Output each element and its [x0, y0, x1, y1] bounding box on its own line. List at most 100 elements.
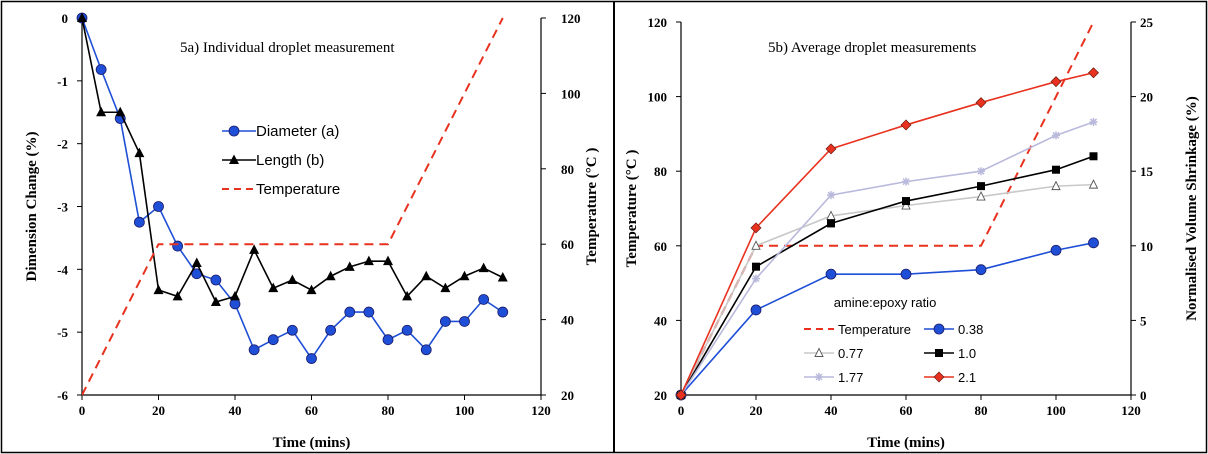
chart-a-data-point — [325, 270, 336, 281]
chart-b-y-axis-title: Temperature (°C ) — [624, 150, 640, 268]
chart-b-data-point — [1050, 76, 1062, 88]
chart-b-data-point — [825, 268, 837, 280]
chart-b-data-point — [977, 167, 985, 176]
chart-b-y2-tick-label: 0 — [1140, 388, 1147, 403]
chart-b-x-tick-label: 120 — [1121, 403, 1141, 418]
chart-b-x-tick-label: 100 — [1046, 403, 1066, 418]
chart-a-x-axis-title: Time (mins) — [273, 435, 351, 451]
chart-b-series-line — [681, 242, 1094, 396]
chart-b-legend-label: 2.1 — [958, 370, 976, 385]
chart-a-data-point — [344, 306, 356, 318]
chart-a-data-point — [115, 106, 126, 117]
chart-b-x-axis-title: Time (mins) — [867, 435, 945, 451]
chart-a-series-length-b- — [77, 12, 508, 307]
chart-a-data-point — [210, 296, 221, 307]
chart-a-data-point — [287, 274, 298, 285]
chart-a-data-point — [497, 272, 508, 282]
chart-a-data-point — [439, 316, 451, 327]
chart-a-y-tick-label: -4 — [57, 262, 68, 277]
chart-b-y2-tick-label: 10 — [1140, 239, 1153, 254]
chart-a-x-tick-label: 20 — [152, 403, 165, 418]
chart-a-legend-label: Diameter (a) — [256, 123, 339, 140]
chart-a-data-point — [306, 284, 317, 295]
chart-a-y-axis-title: Dimension Change (%) — [24, 131, 40, 281]
chart-b-data-point — [827, 191, 835, 200]
chart-a-data-point — [210, 274, 222, 286]
chart-a-data-point — [325, 324, 337, 336]
chart-a-data-point — [286, 324, 298, 336]
chart-a-x-tick-label: 80 — [382, 403, 395, 418]
chart-a-data-point — [230, 290, 240, 301]
chart-b-data-point — [750, 222, 762, 234]
chart-a-data-point — [133, 216, 145, 228]
chart-b-legend-label: 1.77 — [838, 370, 863, 385]
chart-b-data-point — [902, 197, 910, 206]
chart-b-data-point — [975, 264, 987, 276]
chart-b-legend-label: 0.77 — [838, 346, 863, 361]
chart-a-title: 5a) Individual droplet measurement — [180, 40, 395, 56]
chart-a-y2-tick-label: 60 — [561, 237, 574, 252]
chart-a-data-point — [134, 147, 145, 158]
chart-b-data-point — [1088, 237, 1099, 249]
chart-b-y2-tick-label: 25 — [1140, 15, 1154, 30]
chart-b-legend-marker — [933, 323, 945, 335]
chart-b-data-point — [900, 119, 912, 131]
chart-a-x-tick-label: 60 — [305, 403, 318, 418]
chart-a-y2-tick-label: 20 — [561, 388, 574, 403]
chart-a-data-point — [77, 12, 87, 22]
chart-a-data-point — [306, 353, 317, 364]
chart-b-y2-tick-label: 15 — [1140, 164, 1154, 179]
chart-b-data-point — [752, 262, 760, 271]
chart-b-x-tick-label: 20 — [750, 403, 763, 418]
chart-a-y2-tick-label: 100 — [561, 86, 581, 101]
chart-a-x-tick-label: 40 — [229, 403, 242, 418]
chart-b-series-line — [681, 71, 1094, 396]
chart-b-series-2-1 — [675, 67, 1099, 401]
chart-b-data-point — [977, 182, 985, 191]
chart-b-data-point — [902, 177, 910, 186]
chart-b-x-tick-label: 60 — [900, 403, 913, 418]
chart-a-x-tick-label: 120 — [531, 403, 551, 418]
chart-a-data-point — [268, 282, 279, 293]
chart-a-data-point — [96, 106, 107, 117]
chart-a-series-temperature — [82, 17, 504, 396]
chart-a-data-point — [420, 344, 432, 356]
chart-a-data-point — [249, 244, 260, 254]
chart-a-data-point — [382, 334, 394, 346]
chart-a-y-tick-label: -6 — [57, 388, 68, 403]
chart-a-x-tick-label: 0 — [79, 403, 86, 418]
chart-a-data-point — [478, 294, 490, 305]
chart-a-data-point — [459, 316, 470, 327]
chart-b-data-point — [975, 97, 987, 109]
chart-b-data-point — [752, 274, 760, 283]
chart-a-data-point — [383, 255, 393, 266]
chart-b-y2-axis-title: Normalised Volume Shrinkage (%) — [1184, 96, 1200, 321]
chart-a-data-point — [421, 270, 432, 281]
chart-a-data-point — [459, 270, 470, 281]
chart-a-data-point — [95, 64, 107, 75]
chart-a-data-point — [401, 324, 413, 336]
chart-b-data-point — [1089, 117, 1098, 126]
chart-b-series-line — [681, 155, 1094, 396]
chart-a-data-point — [191, 257, 202, 268]
chart-a-x-tick-label: 100 — [455, 403, 475, 418]
chart-a-series-line — [82, 17, 504, 396]
chart-b-y-tick-label: 120 — [648, 15, 668, 30]
chart-a-data-point — [172, 240, 184, 252]
chart-a-series-diameter-a- — [76, 12, 509, 364]
chart-b-series-1-77 — [677, 117, 1098, 399]
chart-b-y2-tick-label: 5 — [1140, 313, 1147, 328]
chart-b-x-tick-label: 40 — [825, 403, 838, 418]
chart-b-y2-tick-label: 20 — [1140, 90, 1153, 105]
chart-a-data-point — [497, 306, 509, 318]
chart-a-y2-tick-label: 40 — [561, 313, 574, 328]
chart-b-x-tick-label: 80 — [975, 403, 988, 418]
chart-b-legend-marker — [814, 347, 824, 357]
chart-b-y-tick-label: 20 — [654, 388, 667, 403]
chart-b-series-0-38 — [675, 237, 1099, 401]
chart-a-data-point — [172, 290, 183, 301]
chart-b-data-point — [1089, 152, 1098, 161]
chart-b-legend-label: 0.38 — [958, 322, 983, 337]
